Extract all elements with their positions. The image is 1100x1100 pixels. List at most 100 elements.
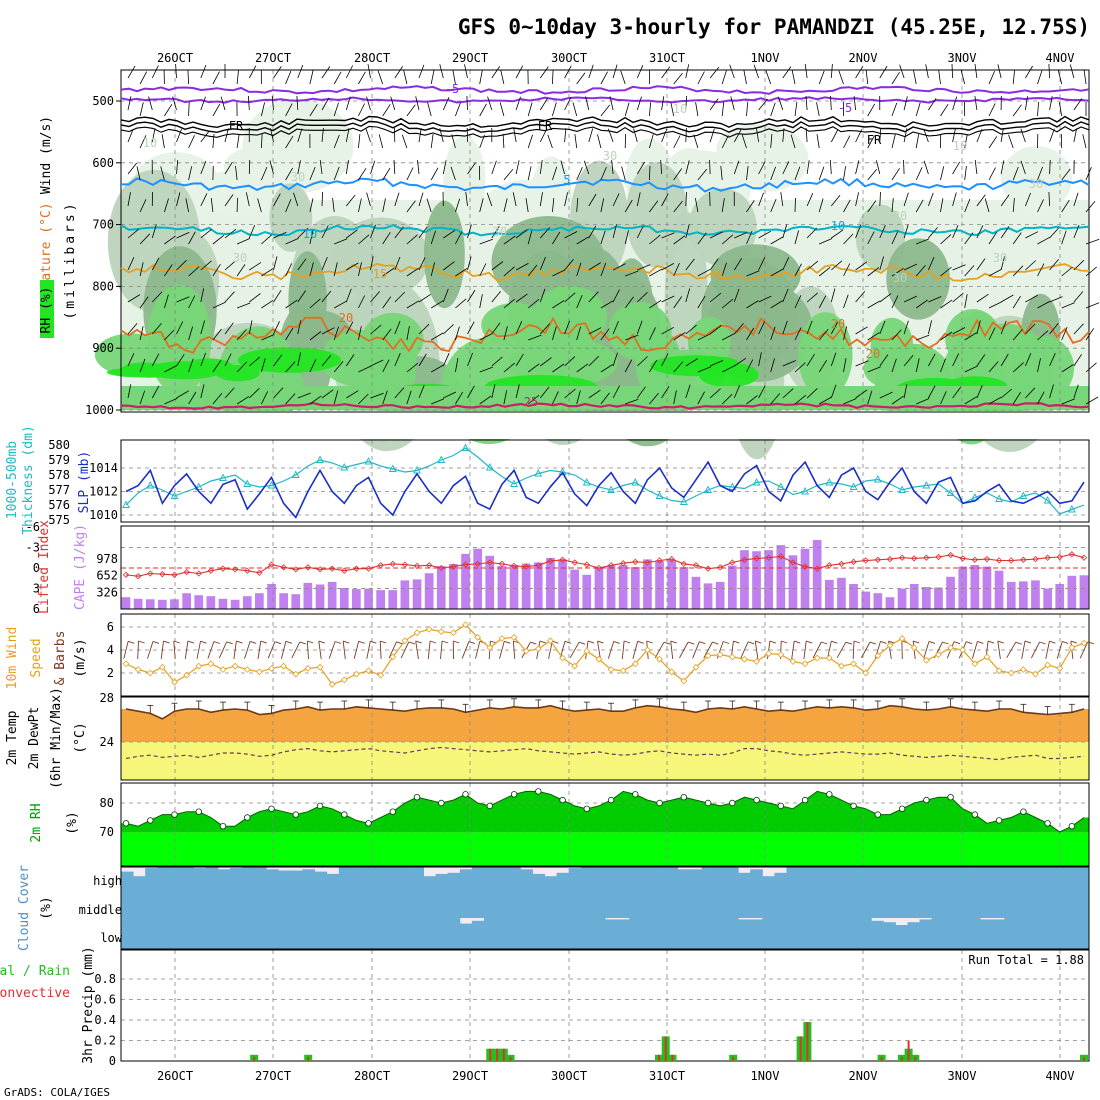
cape-tick-0: 326 bbox=[96, 585, 118, 599]
upper-barb-304 bbox=[455, 298, 467, 309]
upper-barb-16 bbox=[139, 233, 151, 245]
cloud-high-bar-36 bbox=[556, 872, 570, 891]
wind-speed-point-73 bbox=[1007, 669, 1015, 677]
upper-barb-677 bbox=[867, 267, 880, 277]
upper-barb-247 bbox=[394, 226, 404, 239]
cape-bar-73 bbox=[1006, 581, 1016, 609]
upper-barb-508 bbox=[685, 127, 687, 143]
thickness-point-4 bbox=[170, 491, 179, 499]
li-point-37 bbox=[571, 559, 578, 566]
li-point-11 bbox=[256, 569, 263, 576]
upper-barb-161 bbox=[297, 290, 307, 303]
li-point-5 bbox=[183, 568, 190, 576]
wind-barb-66 bbox=[923, 641, 930, 659]
wind-speed-point-48 bbox=[704, 652, 712, 660]
upper-barb-417 bbox=[576, 390, 581, 405]
wind-speed-point-33 bbox=[522, 647, 530, 655]
li-point-15 bbox=[304, 564, 312, 571]
li-point-21 bbox=[377, 562, 384, 569]
cape-bar-23 bbox=[400, 580, 410, 609]
li-point-65 bbox=[911, 555, 918, 562]
upper-barb-130 bbox=[261, 358, 266, 373]
cloud-middle-bar-65 bbox=[907, 890, 921, 918]
upper-barb-483 bbox=[649, 393, 659, 405]
upper-barb-826 bbox=[1037, 101, 1039, 117]
cloud-low-bar-5 bbox=[181, 918, 195, 946]
thickness-point-50 bbox=[728, 482, 737, 490]
cape-bar-24 bbox=[412, 579, 422, 609]
cloud-high-bar-41 bbox=[617, 867, 630, 890]
rh-green-blob-11 bbox=[1011, 335, 1074, 401]
upper-barb-287 bbox=[442, 97, 450, 111]
upper-barb-185 bbox=[321, 354, 332, 367]
wind-barb-55 bbox=[791, 641, 795, 659]
upper-barb-422 bbox=[588, 193, 597, 207]
wind-barb-flag-15 bbox=[307, 640, 314, 644]
upper-barb-749 bbox=[952, 96, 958, 111]
upper-barb-74 bbox=[200, 320, 205, 335]
upper-barb-533 bbox=[709, 231, 723, 239]
cloud-low-bar-67 bbox=[931, 918, 945, 946]
contour-label-5: 5 bbox=[563, 173, 570, 187]
upper-barb-378 bbox=[539, 192, 543, 207]
contour-label-2: FR bbox=[229, 119, 244, 133]
upper-barb-360 bbox=[515, 321, 523, 335]
upper-barb-777 bbox=[976, 293, 989, 303]
upper-barb-132 bbox=[273, 66, 282, 79]
upper-barb-127 bbox=[261, 268, 274, 277]
contour-label-9: 15 bbox=[709, 267, 723, 281]
upper-barb-77 bbox=[212, 71, 220, 85]
li-point-68 bbox=[947, 551, 954, 559]
upper-barb-169 bbox=[309, 198, 314, 213]
upper-barb-728 bbox=[923, 128, 929, 143]
upper-barb-82 bbox=[212, 234, 225, 245]
cloud-high-bar-63 bbox=[883, 867, 896, 890]
wind-barb-35 bbox=[548, 641, 553, 659]
wind-speed-point-26 bbox=[437, 628, 445, 635]
pressure-tick-0: 500 bbox=[92, 94, 114, 108]
upper-barb-833 bbox=[1037, 330, 1049, 341]
upper-barb-437 bbox=[600, 328, 610, 341]
wind-speed-point-17 bbox=[328, 681, 336, 688]
wind-barb-flag-22 bbox=[396, 641, 403, 645]
wind-speed-point-11 bbox=[256, 668, 263, 676]
cloud-middle-bar-47 bbox=[689, 890, 703, 918]
wind-speed-point-55 bbox=[789, 658, 797, 665]
rh-bright-blob-11 bbox=[215, 365, 260, 382]
upper-barb-250 bbox=[394, 320, 401, 335]
cloud-high-bar-24 bbox=[411, 867, 424, 890]
wind-barb-16 bbox=[318, 641, 322, 659]
cloud-low-bar-37 bbox=[568, 918, 582, 946]
upper-barb-505 bbox=[673, 390, 677, 405]
cloud-middle-bar-9 bbox=[229, 890, 243, 918]
upper-barb-62 bbox=[188, 295, 196, 309]
upper-barb-601 bbox=[782, 288, 789, 303]
upper-barb-615 bbox=[794, 394, 807, 405]
upper-barb-795 bbox=[1000, 160, 1005, 175]
wind-barb-24 bbox=[415, 641, 419, 659]
upper-barb-448 bbox=[612, 320, 619, 335]
upper-barb-158 bbox=[293, 192, 299, 207]
cloud-low-bar-26 bbox=[435, 918, 449, 946]
upper-barb-199 bbox=[345, 96, 351, 111]
wind-speed-point-34 bbox=[534, 645, 542, 653]
precip-tick-2: 0.4 bbox=[94, 1013, 116, 1027]
upper-barb-248 bbox=[394, 256, 401, 271]
cape-bar-35 bbox=[546, 557, 555, 609]
precip-conv-bar-56 bbox=[502, 1048, 505, 1061]
thickness-tick-1: 576 bbox=[48, 498, 70, 512]
contour-25 bbox=[120, 401, 1090, 410]
upper-barb-627 bbox=[818, 70, 825, 85]
upper-barb-570 bbox=[746, 359, 754, 373]
upper-barb-628 bbox=[816, 102, 820, 117]
cape-bar-75 bbox=[1031, 580, 1040, 609]
upper-barb-581 bbox=[758, 352, 762, 367]
upper-barb-230 bbox=[370, 392, 384, 399]
cloud-low-bar-10 bbox=[242, 918, 255, 946]
wind-barb-flag-47 bbox=[699, 641, 706, 645]
upper-barb-879 bbox=[1085, 396, 1099, 405]
cloud-middle-bar-28 bbox=[459, 890, 473, 918]
wind-speed-point-32 bbox=[510, 633, 518, 641]
cloud-high-bar-19 bbox=[350, 867, 364, 890]
